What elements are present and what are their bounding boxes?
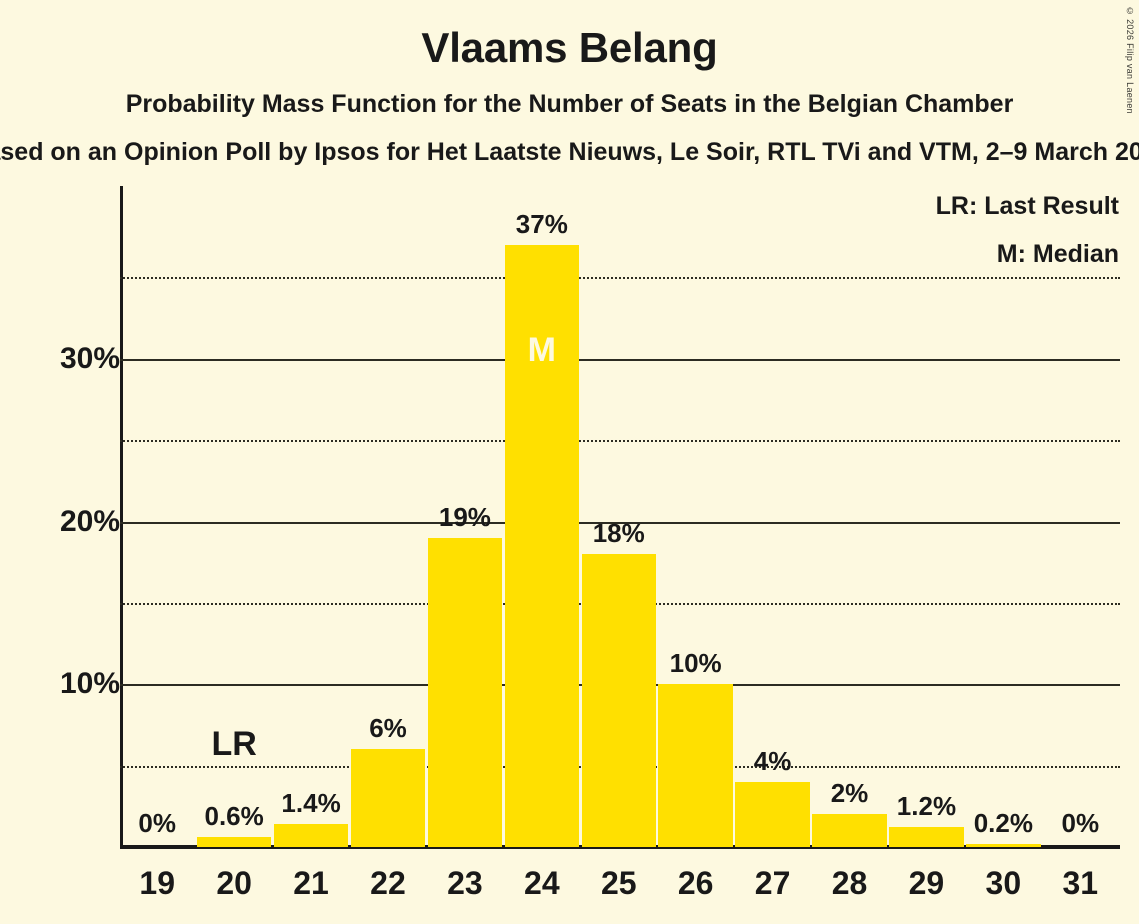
x-tick-label-24: 24 <box>524 865 560 901</box>
bar-value-label-23: 19% <box>438 501 491 532</box>
annotation-marker-median: M <box>527 330 556 369</box>
gridline-35pct <box>120 277 1120 280</box>
bar-value-label-20: 0.6% <box>204 801 264 832</box>
bar-seats-23 <box>427 537 503 847</box>
x-tick-label-20: 20 <box>216 865 252 901</box>
x-tick-label-19: 19 <box>139 865 175 901</box>
bar-value-label-25: 18% <box>592 518 645 549</box>
chart-source-note: Based on an Opinion Poll by Ipsos for He… <box>0 138 1139 166</box>
bar-seats-27 <box>735 781 810 847</box>
chart-subtitle: Probability Mass Function for the Number… <box>125 90 1014 118</box>
gridline-20pct <box>120 521 1120 524</box>
bar-seats-29 <box>889 827 964 847</box>
x-tick-label-27: 27 <box>754 865 791 901</box>
bar-value-label-27: 4% <box>753 745 792 776</box>
bar-value-label-21: 1.4% <box>281 788 341 819</box>
x-tick-label-30: 30 <box>985 865 1022 901</box>
legend-item-median: M: Median <box>996 240 1119 268</box>
bar-value-label-24: 37% <box>515 208 568 239</box>
gridline-30pct <box>120 358 1120 361</box>
gridline-25pct <box>120 440 1120 443</box>
bar-seats-22 <box>350 749 426 847</box>
x-tick-label-23: 23 <box>447 865 483 901</box>
legend-item-last-result: LR: Last Result <box>935 192 1119 220</box>
chart-legend: LR: Last Result M: Median <box>936 182 1119 278</box>
x-axis-line <box>120 845 1120 849</box>
bar-value-label-22: 6% <box>369 713 407 744</box>
x-tick-label-26: 26 <box>677 865 714 901</box>
x-tick-label-31: 31 <box>1062 865 1099 901</box>
x-tick-label-22: 22 <box>370 865 406 901</box>
bar-seats-24 <box>504 244 580 847</box>
bar-value-label-26: 10% <box>669 648 722 679</box>
copyright-notice: © 2026 Filip van Laenen <box>1125 6 1135 114</box>
y-axis-line <box>120 186 123 849</box>
bar-seats-28 <box>812 814 887 847</box>
bar-value-label-29: 1.2% <box>896 791 957 822</box>
page-title: Vlaams Belang <box>421 24 718 71</box>
annotation-marker-last-result: LR <box>211 725 257 764</box>
plot-area: 0% 0.6% LR 1.4% 6% 19% 37% M 18% 10% 4% 2% 1.2% 0.2% 0… <box>120 188 1120 847</box>
bar-seats-25 <box>581 554 656 847</box>
y-tick-label-20: 20% <box>59 504 120 538</box>
x-tick-label-29: 29 <box>908 865 945 901</box>
bar-value-label-28: 2% <box>830 778 869 809</box>
bar-seats-20 <box>196 837 272 847</box>
y-tick-label-10: 10% <box>59 667 120 701</box>
x-tick-label-28: 28 <box>831 865 868 901</box>
x-tick-label-25: 25 <box>600 865 637 901</box>
bar-value-label-19: 0% <box>138 808 176 838</box>
x-tick-label-21: 21 <box>293 865 329 901</box>
y-tick-label-30: 30% <box>59 341 120 375</box>
bar-seats-26 <box>658 684 733 847</box>
bar-value-label-31: 0% <box>1061 808 1100 838</box>
chart-header: Vlaams Belang Probability Mass Function … <box>0 0 1139 180</box>
bar-value-label-30: 0.2% <box>973 807 1033 838</box>
bar-seats-30 <box>966 843 1041 847</box>
bar-seats-21 <box>273 824 349 847</box>
